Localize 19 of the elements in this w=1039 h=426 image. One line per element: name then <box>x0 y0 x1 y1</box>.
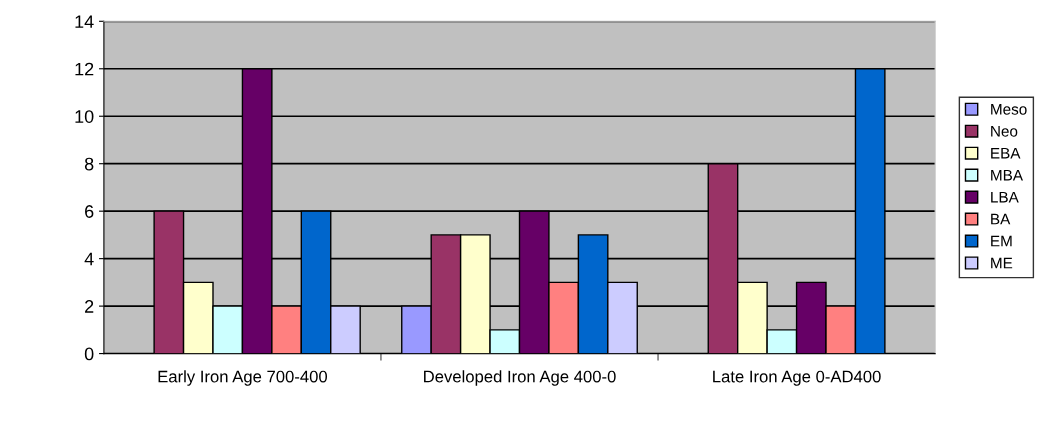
y-tick-label: 12 <box>75 62 94 76</box>
legend-label: BA <box>991 213 1011 225</box>
y-tick-label: 6 <box>85 205 94 218</box>
y-tick-label: 14 <box>75 15 94 28</box>
x-tick-label: Late Iron Age 0-AD400 <box>713 370 881 386</box>
legend-label: ME <box>991 257 1013 269</box>
y-tick-label: 0 <box>84 347 94 361</box>
y-tick-label: 4 <box>84 252 94 266</box>
x-tick-label: Early Iron Age 700-400 <box>158 370 328 386</box>
y-tick-label: 8 <box>84 157 94 171</box>
legend-label: Meso <box>991 104 1027 115</box>
legend-label: LBA <box>991 191 1019 203</box>
legend-label: EM <box>991 235 1012 247</box>
legend-label: Neo <box>991 126 1018 137</box>
legend-label: MBA <box>991 169 1023 181</box>
y-tick-label: 10 <box>75 110 94 123</box>
y-tick-label: 2 <box>85 300 94 313</box>
x-tick-label: Developed Iron Age 400-0 <box>424 370 616 386</box>
legend-label: EBA <box>991 147 1021 159</box>
